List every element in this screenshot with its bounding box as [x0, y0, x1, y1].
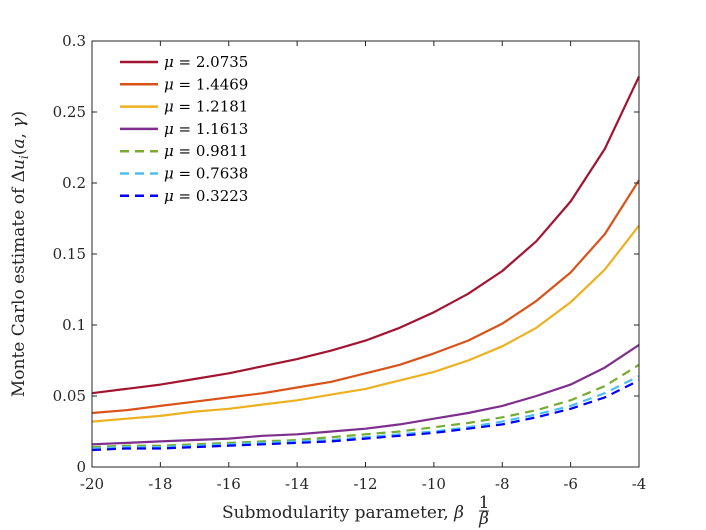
y-tick-label: 0.25 [53, 103, 86, 121]
x-tick-label: -12 [353, 475, 377, 493]
x-axis-title: Submodularity parameter, β [222, 503, 464, 523]
legend-label-5: μ = 0.9811 [164, 142, 248, 160]
x-tick-label: -16 [217, 475, 241, 493]
x-tick-label: -10 [422, 475, 446, 493]
x-tick-label: -4 [632, 475, 647, 493]
y-tick-label: 0.05 [53, 387, 86, 405]
legend-label-3: μ = 1.2181 [164, 98, 248, 116]
x-tick-label: -14 [285, 475, 309, 493]
series-line-1 [91, 76, 640, 395]
y-tick-label: 0 [76, 458, 86, 476]
legend: μ = 2.0735 μ = 1.4469 μ = 1.2181 μ = 1.1613… [110, 48, 260, 205]
y-tick-label: 0.2 [62, 174, 86, 192]
fraction-numerator: 1 [479, 493, 490, 513]
x-tick-label: -18 [148, 475, 172, 493]
x-tick-label: -6 [563, 475, 578, 493]
legend-label-7: μ = 0.3223 [164, 187, 248, 205]
fraction-denominator: β [478, 509, 489, 529]
x-tick-label: -20 [80, 475, 104, 493]
legend-label-6: μ = 0.7638 [164, 165, 248, 183]
legend-label-1: μ = 2.0735 [164, 53, 248, 71]
y-tick-label: 0.15 [53, 245, 86, 263]
x-axis-title-fraction: 1 β [478, 493, 489, 529]
y-axis: 0 0.05 0.1 0.15 0.2 0.25 0.3 [53, 32, 639, 476]
x-axis: -20 -18 -16 -14 -12 -10 -8 -6 -4 [80, 41, 646, 493]
series-line-4 [91, 343, 640, 446]
legend-label-2: μ = 1.4469 [164, 75, 248, 93]
series-line-6 [91, 375, 640, 450]
series-line-7 [91, 379, 640, 452]
plot-lines [91, 76, 640, 452]
series-line-2 [91, 179, 640, 415]
legend-label-4: μ = 1.1613 [164, 120, 248, 138]
y-tick-label: 0.1 [62, 316, 86, 334]
series-line-5 [91, 363, 640, 449]
y-axis-title: Monte Carlo estimate of Δui(a, γ) [9, 111, 31, 397]
series-line-3 [91, 224, 640, 423]
x-tick-label: -8 [495, 475, 510, 493]
y-tick-label: 0.3 [62, 32, 86, 50]
